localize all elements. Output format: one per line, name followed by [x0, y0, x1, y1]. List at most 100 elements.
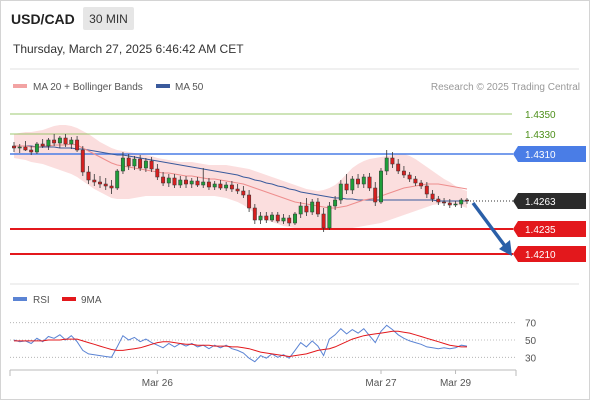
candle [46, 138, 51, 150]
price-label-text: 1.4235 [525, 225, 556, 236]
candle [206, 178, 211, 190]
rsi-tick-label: 70 [525, 319, 537, 330]
candle [178, 176, 183, 188]
candle [264, 212, 269, 223]
candle [338, 180, 343, 204]
candle-body [98, 181, 102, 185]
candle-body [241, 190, 246, 196]
candle [17, 144, 22, 153]
candle-body [206, 181, 211, 188]
candle-body [103, 183, 108, 187]
candle [367, 173, 372, 191]
candle-body [63, 137, 68, 145]
rsi-ma-line [14, 330, 467, 358]
candle [52, 134, 57, 146]
candle [57, 136, 62, 148]
candle-body [373, 187, 378, 203]
candle [327, 202, 332, 230]
candle-body [92, 179, 97, 183]
candle-body [361, 176, 366, 185]
moving-averages [14, 143, 468, 209]
price-labels: 1.4350 1.4330 1.4310 1.4263 1.4235 1.4210 [513, 110, 586, 262]
candle-body [86, 171, 91, 181]
candle-body [252, 207, 257, 221]
candle-body [264, 215, 269, 221]
candle-body [132, 158, 137, 167]
candle [195, 177, 200, 187]
symbol-title: USD/CAD [11, 11, 75, 27]
candle [373, 182, 378, 206]
candle-body [23, 146, 28, 151]
candle [98, 176, 102, 188]
candle [281, 214, 286, 224]
candle [270, 212, 274, 222]
candle [166, 174, 171, 187]
price-label-text: 1.4210 [525, 250, 556, 261]
candle [401, 166, 406, 178]
candle-body [379, 170, 383, 203]
candle-body [17, 146, 22, 149]
ma20-swatch [13, 84, 27, 88]
price-label-last: 1.4263 [513, 193, 586, 209]
candle [189, 178, 194, 188]
candle-body [229, 184, 234, 190]
candle-body [201, 181, 206, 186]
bollinger-fill [14, 125, 467, 230]
candle [126, 154, 131, 170]
price-label-support: 1.4235 [513, 221, 586, 237]
candle [247, 190, 252, 212]
candle [436, 196, 441, 205]
candle-body [407, 174, 412, 180]
candle [459, 198, 464, 208]
candle-body [161, 176, 166, 184]
candle [333, 196, 338, 210]
candle [407, 172, 412, 182]
candle-body [138, 158, 143, 169]
candle-body [80, 149, 85, 173]
candle [390, 152, 395, 168]
candle-body [350, 178, 355, 191]
candle [361, 174, 366, 188]
projection-arrow-head [499, 240, 512, 256]
candle-body [258, 215, 263, 221]
candle-body [287, 217, 292, 224]
candle [344, 174, 349, 194]
candle-body [436, 198, 441, 203]
x-axis: Mar 26 Mar 27 Mar 29 [9, 369, 517, 389]
candle-body [430, 193, 435, 200]
candle [120, 152, 125, 174]
candle-body [212, 183, 217, 188]
candle [143, 158, 148, 172]
price-label-text: 1.4310 [525, 150, 556, 161]
candle-body [126, 157, 131, 167]
ma50-line [14, 145, 467, 202]
candle [304, 198, 309, 216]
ma50-swatch [156, 84, 170, 88]
candle [241, 186, 246, 198]
candle [172, 174, 177, 188]
candle-body [40, 143, 45, 147]
ma50-legend-label: MA 50 [175, 82, 204, 93]
candle [29, 146, 34, 155]
copyright-label: Research © 2025 Trading Central [431, 82, 580, 93]
rsi-swatch [13, 297, 27, 301]
candle [447, 199, 452, 208]
candle [442, 198, 446, 206]
candle [132, 156, 137, 170]
candle-body [270, 214, 274, 221]
datetime-label: Thursday, March 27, 2025 6:46:42 AM CET [13, 42, 244, 56]
candle-body [46, 139, 51, 147]
candle-body [298, 205, 303, 215]
candle-body [109, 185, 114, 189]
candle-body [178, 179, 183, 186]
candle [384, 150, 389, 175]
candle [419, 180, 424, 189]
candle-body [172, 177, 177, 186]
ma20-legend-label: MA 20 + Bollinger Bands [33, 82, 143, 93]
price-label-box [513, 221, 586, 237]
candle-body [459, 199, 464, 205]
timeframe-badge[interactable] [83, 7, 134, 30]
candle-body [465, 199, 469, 202]
